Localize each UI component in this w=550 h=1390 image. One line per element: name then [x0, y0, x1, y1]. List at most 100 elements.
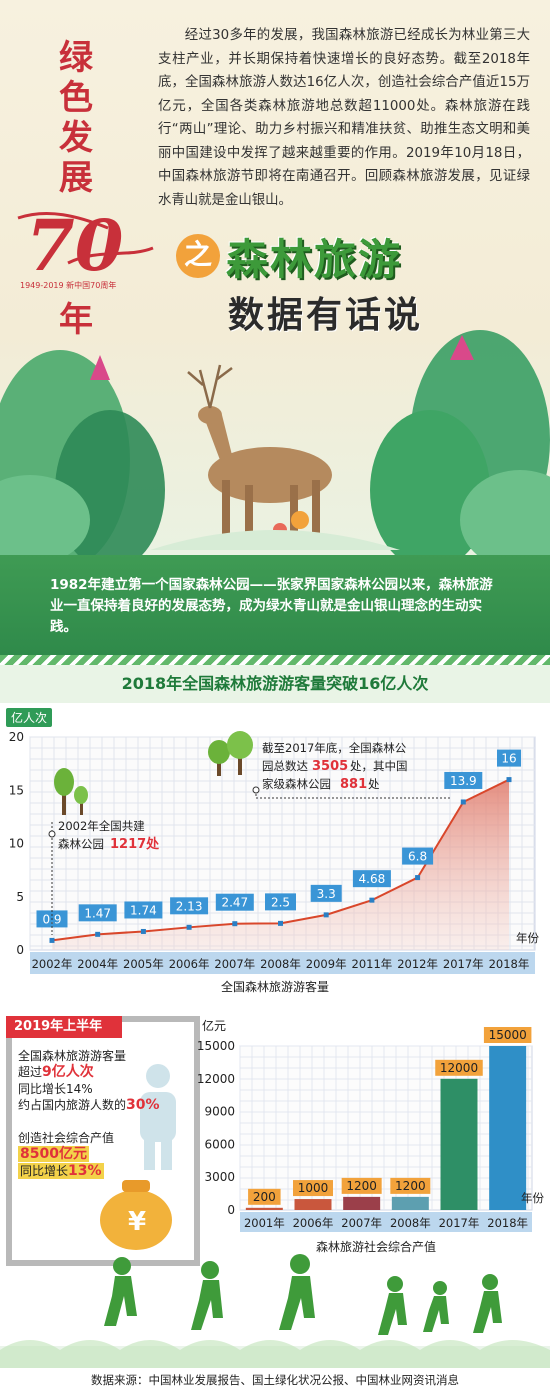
y-tick-label: 6000 [204, 1137, 235, 1151]
annotation-2017-line2a: 园总数达 [262, 759, 308, 773]
y-tick-label: 0 [227, 1203, 235, 1217]
x-tick-label: 2011年 [352, 957, 393, 971]
data-label-bg [402, 847, 434, 865]
tree-icon [208, 731, 253, 776]
data-point [506, 777, 512, 783]
x-tick-label: 2006年 [293, 1216, 334, 1230]
line-chart-xlabel: 年份 [516, 931, 539, 945]
x-tick-label: 2001年 [244, 1216, 285, 1230]
panel-line-6-value: 8500亿元 [20, 1146, 87, 1162]
bar-label-bg [293, 1180, 333, 1197]
header-section: 经过30多年的发展，我国森林旅游已经成长为林业第三大支柱产业，并长期保持着快速增… [0, 0, 550, 555]
data-point [460, 799, 466, 805]
y-tick-label: 3000 [204, 1170, 235, 1184]
data-point [369, 897, 375, 903]
bar-label: 200 [253, 1190, 276, 1204]
y-tick-label: 12000 [197, 1072, 235, 1086]
y-tick-label: 9000 [204, 1105, 235, 1119]
bar-chart-xlabel: 年份 [521, 1191, 544, 1205]
data-point [186, 924, 192, 930]
data-label-bg [352, 870, 391, 888]
svg-text:¥: ¥ [128, 1207, 146, 1237]
x-tick-label: 2008年 [260, 957, 301, 971]
seventy-number: 70 [26, 204, 123, 287]
panel-tag: 2019年上半年 [6, 1016, 122, 1038]
panel-line-4a: 约占国内旅游人数的 [18, 1098, 127, 1112]
seventy-anniversary-logo: 70 1949-2019 新中国70周年 [17, 204, 154, 290]
intro-paragraph: 经过30多年的发展，我国森林旅游已经成长为林业第三大支柱产业，并长期保持着快速增… [158, 28, 530, 208]
line-chart-ylabel: 亿人次 [6, 708, 53, 727]
data-label: 2.13 [176, 899, 203, 913]
annotation-2017-line1: 截至2017年底，全国森林公 [262, 741, 407, 755]
data-label-bg [215, 893, 254, 911]
plot-area [239, 1045, 533, 1211]
x-axis-band [30, 952, 535, 974]
data-label-bg [444, 771, 483, 789]
data-label-bg [265, 893, 296, 911]
data-source: 数据来源：中国林业发展报告、国土绿化状况公报、中国林业网资讯消息 [91, 1373, 459, 1387]
series-area [52, 779, 509, 950]
subtitle: 数据有话说 [228, 295, 424, 336]
panel-line-7a: 同比增长 [20, 1164, 69, 1178]
annotation-2017-line2b: 处，其中国 [350, 759, 408, 773]
data-point [49, 937, 55, 943]
data-label: 16 [501, 752, 516, 766]
data-label: 2.5 [271, 895, 290, 909]
runners-silhouette-illustration [0, 1254, 550, 1368]
vertical-title-char: 色 [59, 78, 93, 118]
data-label: 13.9 [450, 774, 477, 788]
bar-label: 12000 [440, 1061, 478, 1075]
output-bar-chart: 200 1000 1200 1200 12000 15000 2001年 2006年 2007… [197, 1018, 544, 1232]
zhi-badge: 之 [176, 234, 220, 278]
bar-label: 1000 [298, 1181, 329, 1195]
panel-line-7b: 13% [68, 1163, 102, 1179]
panel-line-3: 同比增长14% [18, 1082, 93, 1096]
panel-line-1: 全国森林旅游游客量 [18, 1049, 127, 1063]
panel-line-2a: 超过 [18, 1065, 43, 1079]
summary-band: 1982年建立第一个国家森林公园——张家界国家森林公园以来，森林旅游业一直保持着… [0, 555, 550, 655]
x-axis-band [240, 1212, 532, 1232]
visitor-line-chart: 0.9 1.47 1.74 2.13 2.47 2.53.34.686.813.916 2… [9, 730, 539, 974]
panel-line-4b: 30% [126, 1097, 160, 1113]
bar-label-bg [483, 1027, 532, 1043]
data-label: 1.74 [130, 903, 157, 917]
y-tick-label: 10 [9, 837, 24, 851]
data-label: 2.47 [221, 896, 248, 910]
person-silhouette-icon [140, 1064, 176, 1170]
y-tick-label: 15000 [197, 1039, 235, 1053]
panel-line-4: 约占国内旅游人数的30% [18, 1097, 160, 1113]
data-label-bg [124, 901, 163, 919]
bar-label: 1200 [346, 1179, 377, 1193]
data-label-bg [497, 749, 521, 767]
data-point [323, 912, 329, 918]
section-title: 2018年全国森林旅游游客量突破16亿人次 [0, 665, 550, 703]
annotation-2002-line2: 森林公园 [58, 837, 104, 851]
y-tick-label: 0 [16, 943, 24, 957]
x-tick-label: 2017年 [443, 957, 484, 971]
panel-line-6: 8500亿元 [18, 1146, 89, 1162]
x-tick-label: 2006年 [169, 957, 210, 971]
tree-icon [54, 768, 88, 815]
bar [343, 1196, 381, 1210]
data-point [415, 875, 421, 881]
line-chart-caption: 全国森林旅游游客量 [220, 980, 329, 994]
annotation-2017-line3a: 家级森林公园 [262, 777, 331, 791]
bar [391, 1196, 429, 1210]
bar-label: 15000 [489, 1028, 527, 1042]
vertical-title-char: 年 [59, 300, 93, 340]
panel-line-2: 超过9亿人次 [18, 1064, 94, 1080]
annotation-2002-highlight: 1217处 [110, 836, 160, 852]
vertical-title-char: 发 [59, 118, 93, 158]
bar-label-bg [435, 1059, 483, 1076]
annotation-2002-line1: 2002年全国共建 [58, 819, 145, 833]
annotation-2017-national: 881 [340, 777, 367, 792]
data-label-bg [78, 904, 117, 922]
bar-label-bg [341, 1177, 382, 1194]
x-tick-label: 2018年 [489, 957, 530, 971]
y-tick-label: 15 [9, 783, 24, 797]
data-label-bg [310, 884, 342, 902]
bar-label-bg [248, 1188, 281, 1205]
bar [440, 1078, 478, 1210]
bar-chart-caption: 森林旅游社会综合产值 [316, 1240, 437, 1254]
